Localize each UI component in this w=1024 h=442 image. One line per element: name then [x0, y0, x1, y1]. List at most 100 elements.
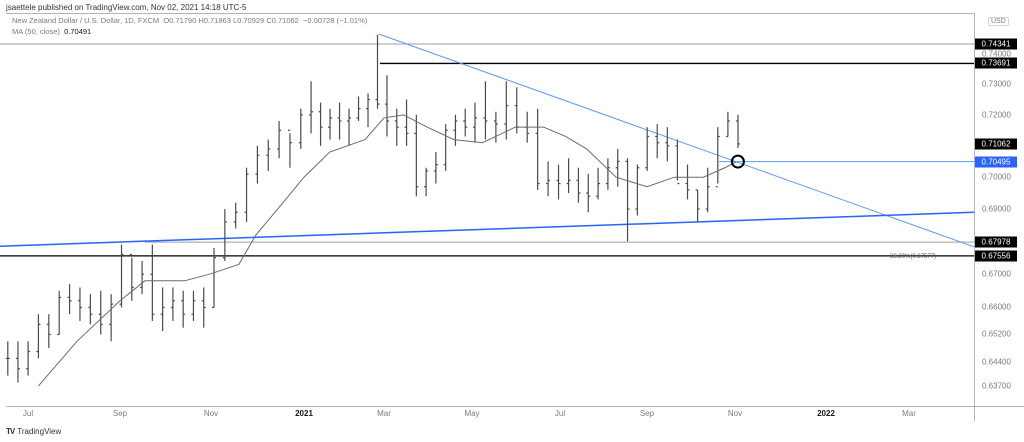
ohlc-bar	[119, 244, 124, 308]
time-tick: Sep	[639, 409, 655, 418]
ohlc-bar	[615, 148, 620, 187]
ohlc-bar	[26, 341, 31, 376]
ohlc-bar	[586, 174, 591, 213]
price-badge: 0.73691	[975, 57, 1017, 69]
price-tick: 0.69000	[982, 204, 1011, 214]
symbol-title: New Zealand Dollar / U.S. Dollar, 1D, FX…	[12, 16, 160, 25]
ohlc-bar	[129, 253, 134, 301]
price-tick: 0.66000	[982, 302, 1011, 312]
price-tick: 0.70000	[982, 172, 1011, 182]
ohlc-bar	[725, 111, 730, 138]
ohlc-bar	[109, 294, 114, 342]
ohlc-bar	[140, 261, 145, 295]
ohlc-bar	[453, 114, 458, 146]
ma50-line	[38, 114, 737, 387]
price-badge: 0.71062	[975, 138, 1017, 150]
time-tick: Nov	[727, 409, 743, 418]
price-change: −0.00728 (−1.01%)	[303, 16, 368, 25]
chart-pane[interactable]	[6, 13, 974, 407]
ohlc-bar	[566, 158, 571, 194]
ohlc-bar	[150, 244, 155, 321]
logo-text: TradingView	[17, 427, 62, 436]
ohlc-bar	[233, 202, 238, 229]
ohlc-bar	[318, 102, 323, 146]
ohlc-bar	[414, 114, 419, 197]
ohlc-bar	[736, 114, 740, 148]
ohlc-bar	[160, 287, 165, 332]
ohlc-bar	[5, 341, 10, 376]
ohlc-bar	[493, 111, 498, 143]
price-badge: 0.67556	[975, 250, 1017, 262]
ohlc-bar	[255, 145, 260, 184]
ohlc-bar	[645, 127, 650, 171]
ohlc-bar	[277, 120, 282, 159]
time-tick: Jul	[554, 409, 566, 418]
ohlc-bar	[181, 290, 186, 328]
price-tick: 0.65200	[982, 329, 1011, 339]
ohlc-bar	[309, 81, 314, 134]
price-chart[interactable]	[0, 0, 974, 406]
marker-circle	[730, 154, 745, 169]
published-by: jsaettele published on TradingView.com, …	[6, 3, 247, 12]
ohlc-bar	[88, 294, 93, 325]
time-tick: Mar	[377, 409, 391, 418]
fib-level-label: 38.20%(0.67577)	[890, 254, 937, 260]
ohlc-bar	[15, 341, 20, 383]
ohlc-bar	[347, 108, 352, 146]
ohlc-bar	[337, 102, 342, 140]
price-tick: 0.74000	[982, 49, 1011, 59]
ohlc-bar	[77, 287, 82, 321]
ohlc-bar	[298, 108, 303, 149]
ohlc-bar	[191, 290, 196, 321]
currency-button[interactable]: USD	[988, 17, 1009, 26]
time-tick: Mar	[902, 409, 916, 418]
ohlc-bar	[443, 124, 448, 171]
trendline	[0, 211, 974, 247]
tradingview-logo-icon: TV	[6, 427, 15, 436]
ohlc-bar	[244, 167, 249, 222]
ohlc-bar	[46, 314, 51, 349]
chart-legend: New Zealand Dollar / U.S. Dollar, 1D, FX…	[12, 15, 367, 37]
ohlc-bar	[675, 139, 680, 185]
ohlc-bar	[535, 108, 540, 190]
ohlc-bar	[98, 290, 103, 335]
ohlc-bar	[222, 209, 227, 262]
ohlc-bar	[514, 87, 519, 134]
price-tick: 0.73000	[982, 79, 1011, 89]
ohlc-bar	[356, 96, 361, 121]
ohlc-bar	[394, 108, 399, 146]
ma-label: MA (50, close)	[12, 27, 60, 36]
price-badge: 0.67978	[975, 236, 1017, 248]
time-tick: Nov	[203, 409, 219, 418]
ohlc-bar	[404, 99, 409, 146]
ohlc-bar	[67, 284, 72, 315]
ohlc-bar	[170, 287, 175, 321]
ohlc-values: O0.71790 H0.71863 L0.70929 C0.71062	[163, 16, 299, 25]
ohlc-bar	[625, 158, 630, 242]
ohlc-bar	[201, 287, 206, 328]
ohlc-bar	[212, 247, 216, 309]
ohlc-bar	[57, 290, 62, 336]
ohlc-bar	[576, 167, 581, 203]
trendline	[378, 33, 974, 248]
ohlc-bar	[375, 34, 380, 109]
ohlc-bar	[433, 152, 438, 184]
price-tick: 0.67000	[982, 269, 1011, 279]
ohlc-bar	[715, 127, 720, 188]
ohlc-bar	[504, 81, 509, 140]
ohlc-bar	[665, 127, 670, 162]
time-tick: 2022	[817, 409, 835, 418]
ohlc-bar	[635, 164, 640, 216]
ohlc-bar	[366, 93, 371, 128]
tradingview-logo[interactable]: TV TradingView	[6, 427, 61, 436]
ohlc-bar	[287, 129, 292, 168]
ohlc-bar	[546, 161, 551, 197]
ohlc-bar	[596, 167, 601, 200]
ohlc-bar	[266, 139, 271, 171]
ohlc-bar	[556, 164, 561, 200]
price-badge: 0.70495	[975, 156, 1017, 168]
time-tick: Jul	[22, 409, 34, 418]
ohlc-bar	[385, 75, 389, 137]
ohlc-bar	[328, 108, 333, 140]
time-tick: May	[464, 409, 480, 418]
